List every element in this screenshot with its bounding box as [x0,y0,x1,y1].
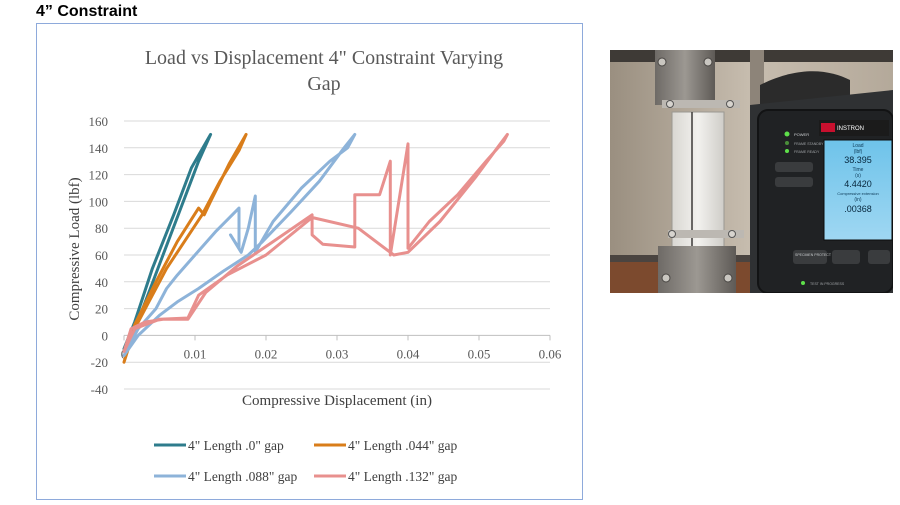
frame-standby-label: FRAME STANDBY [794,142,824,146]
chart-legend: 4" Length .0" gap 4" Length .044" gap 4" L… [154,438,458,484]
frame-ready-label: FRAME READY [794,150,820,154]
y-tick-label: 0 [102,328,109,343]
y-tick-label: 60 [95,248,108,263]
extension-label: Compressive extension [837,191,879,196]
instron-test-photo: INSTRON Load (lbf) 38.395 Time (s) 4.442… [610,50,894,294]
y-tick-label: 140 [89,141,109,156]
x-tick-label: 0.06 [539,346,562,361]
legend-label: 4" Length .044" gap [348,438,458,453]
legend-label: 4" Length .132" gap [348,469,458,484]
time-value: 4.4420 [844,179,872,189]
x-tick-label: 0.01 [184,346,207,361]
legend-label: 4" Length .0" gap [188,438,284,453]
chart-title-line: Load vs Displacement 4" Constraint Varyi… [145,47,503,69]
load-value: 38.395 [844,155,872,165]
x-tick-label: 0.04 [397,346,420,361]
series-line [122,132,213,351]
series-line [122,132,248,364]
section-heading: 4” Constraint [36,3,138,20]
load-displacement-chart: Load vs Displacement 4" Constraint Varyi… [67,47,562,484]
extension-unit: (in) [854,197,862,203]
power-label: POWER [794,132,809,137]
time-label: Time [853,167,864,173]
y-tick-label: 80 [95,221,108,236]
extension-value: .00368 [844,204,872,214]
x-tick-label: 0.05 [468,346,491,361]
y-tick-label: 120 [89,168,109,183]
photo-illustration: INSTRON Load (lbf) 38.395 Time (s) 4.442… [610,50,894,294]
y-axis-ticks: 160 140 120 100 80 60 40 20 0 -20 -40 [89,114,109,397]
load-unit: (lbf) [854,149,863,155]
y-axis-label: Compressive Load (lbf) [67,177,83,320]
load-label: Load [852,143,863,149]
instron-brand: INSTRON [837,126,864,132]
chart-container: Load vs Displacement 4" Constraint Varyi… [36,23,583,500]
chart-title: Load vs Displacement 4" Constraint Varyi… [145,47,503,95]
legend-label: 4" Length .088" gap [188,469,298,484]
y-tick-label: 160 [89,114,109,129]
series-line [122,132,509,353]
y-tick-label: -40 [91,382,108,397]
x-tick-label: 0.02 [255,346,278,361]
y-tick-label: 20 [95,302,108,317]
y-tick-label: -20 [91,355,108,370]
series-line [122,132,357,357]
y-tick-label: 100 [89,194,109,209]
time-unit: (s) [855,173,861,179]
x-tick-label: 0.03 [326,346,349,361]
chart-title-line: Gap [307,73,340,95]
y-tick-label: 40 [95,275,108,290]
x-axis-label: Compressive Displacement (in) [242,393,432,409]
chart-series [122,132,509,364]
test-in-progress-label: TEST IN PROGRESS [810,282,845,286]
x-axis-ticks: 0 0.01 0.02 0.03 0.04 0.05 0.06 [121,335,562,361]
specimen-protect-label: SPECIMEN PROTECT [795,253,832,257]
